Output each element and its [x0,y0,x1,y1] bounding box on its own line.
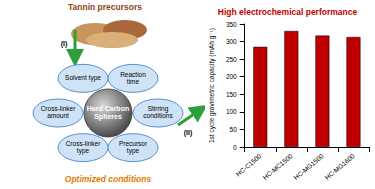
svg-text:conditions: conditions [143,112,173,119]
svg-text:Reaction: Reaction [120,71,146,78]
svg-text:HC-MG1600: HC-MG1600 [323,152,356,181]
svg-text:1st cycle gravimetric capacity: 1st cycle gravimetric capacity (mAh g⁻¹) [208,28,216,143]
svg-text:HC-C1500: HC-C1500 [234,152,262,177]
svg-text:Spheres: Spheres [94,113,122,121]
svg-text:type: type [127,147,140,155]
svg-text:(I): (I) [61,40,68,48]
svg-text:100: 100 [226,108,237,115]
svg-text:Optimized conditions: Optimized conditions [65,174,152,184]
svg-text:Hard Carbon: Hard Carbon [87,105,129,112]
svg-text:200: 200 [226,73,237,80]
svg-text:250: 250 [226,56,237,63]
svg-text:Tannin precursors: Tannin precursors [68,2,142,12]
svg-text:300: 300 [226,38,237,45]
svg-text:amount: amount [47,112,69,119]
svg-text:Stirring: Stirring [147,105,169,113]
svg-text:(II): (II) [184,129,193,137]
svg-text:150: 150 [226,91,237,98]
svg-text:Solvent type: Solvent type [65,74,101,82]
svg-text:Precursor: Precursor [119,140,148,147]
svg-text:time: time [127,78,140,85]
svg-text:50: 50 [230,126,238,133]
svg-text:Cross-linker: Cross-linker [41,105,77,112]
svg-text:0: 0 [233,144,237,151]
svg-text:Cross-linker: Cross-linker [66,140,102,147]
svg-text:type: type [77,147,90,155]
svg-text:HC-MC1500: HC-MC1500 [261,152,293,181]
svg-text:350: 350 [226,21,237,28]
svg-text:High electrochemical performan: High electrochemical performance [218,7,358,17]
svg-text:HC-MG1500: HC-MG1500 [292,152,325,181]
